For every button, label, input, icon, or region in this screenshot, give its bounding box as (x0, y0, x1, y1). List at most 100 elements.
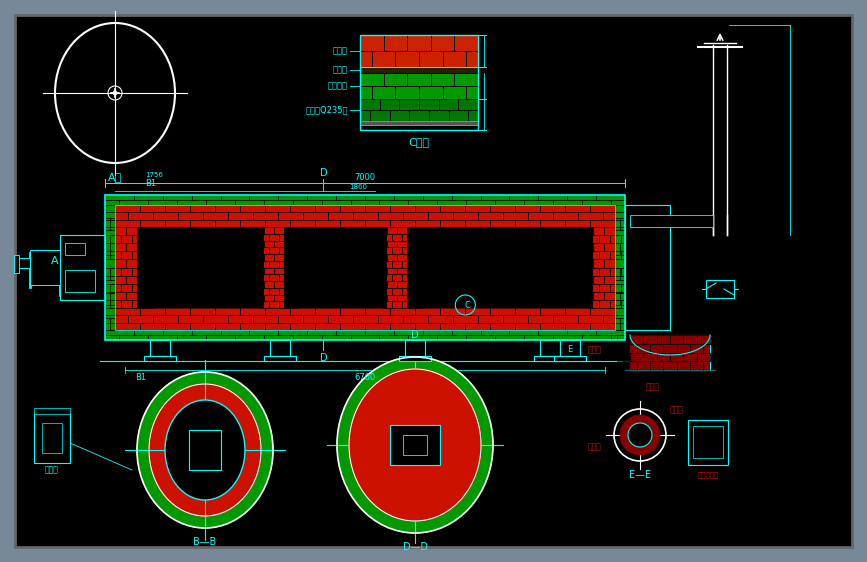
Bar (220, 195, 250, 200)
Bar (427, 315, 453, 323)
Bar (165, 220, 190, 227)
Bar (365, 220, 390, 227)
Bar (105, 195, 625, 340)
Bar (395, 86, 419, 99)
Bar (407, 227, 417, 234)
Bar (240, 220, 265, 227)
Bar (377, 241, 387, 247)
Bar (353, 212, 377, 220)
Bar (109, 251, 121, 260)
Text: B—B: B—B (193, 537, 217, 547)
Bar (365, 308, 390, 315)
Bar (177, 335, 206, 340)
Bar (623, 361, 636, 370)
Bar (90, 200, 120, 205)
Bar (615, 308, 640, 315)
Bar (490, 205, 515, 212)
Bar (452, 195, 480, 200)
Bar (137, 243, 148, 251)
Bar (408, 200, 437, 205)
Bar (264, 241, 274, 247)
Bar (620, 217, 630, 230)
Bar (515, 308, 540, 315)
Bar (397, 241, 407, 247)
Bar (264, 356, 296, 361)
Bar (278, 330, 307, 335)
Bar (503, 315, 527, 323)
Bar (279, 288, 289, 294)
Bar (540, 340, 560, 356)
Bar (553, 200, 582, 205)
Bar (630, 352, 643, 361)
Bar (616, 335, 630, 344)
Bar (190, 323, 215, 330)
Bar (274, 281, 284, 288)
Bar (630, 268, 640, 280)
Bar (120, 217, 130, 230)
Bar (137, 292, 148, 300)
Bar (466, 51, 490, 67)
Bar (656, 335, 670, 344)
Bar (269, 301, 279, 308)
Bar (610, 200, 640, 205)
Bar (577, 212, 603, 220)
Bar (415, 205, 440, 212)
Bar (340, 205, 365, 212)
Bar (165, 308, 190, 315)
Bar (76, 195, 105, 200)
Bar (582, 227, 593, 235)
Bar (254, 294, 264, 301)
Bar (620, 242, 630, 255)
Bar (110, 217, 120, 230)
Bar (387, 281, 397, 288)
Bar (390, 220, 415, 227)
Bar (392, 247, 402, 254)
Text: 测温口: 测温口 (588, 346, 602, 355)
Bar (615, 260, 626, 268)
Bar (137, 227, 148, 235)
Bar (387, 227, 407, 308)
Bar (377, 294, 387, 301)
Text: 防火孔: 防火孔 (646, 383, 660, 392)
Bar (252, 212, 277, 220)
Bar (264, 281, 274, 288)
Bar (121, 268, 132, 275)
Bar (382, 261, 392, 268)
Bar (269, 247, 279, 254)
Bar (115, 227, 137, 308)
Bar (630, 292, 640, 305)
Bar (377, 254, 387, 261)
Bar (290, 323, 315, 330)
Bar (115, 205, 615, 330)
Text: D: D (411, 330, 419, 340)
Bar (350, 335, 380, 340)
Bar (289, 234, 299, 241)
Bar (269, 234, 279, 241)
Bar (510, 195, 538, 200)
Bar (109, 235, 121, 243)
Bar (265, 323, 290, 330)
Bar (90, 335, 120, 340)
Bar (95, 255, 105, 268)
Bar (440, 308, 465, 315)
Bar (132, 284, 142, 292)
Bar (596, 195, 625, 200)
Bar (480, 195, 510, 200)
Bar (603, 315, 628, 323)
Bar (510, 330, 538, 335)
Bar (615, 280, 625, 292)
Bar (478, 212, 503, 220)
Bar (604, 292, 615, 300)
Text: B1: B1 (135, 373, 147, 382)
Bar (34, 408, 70, 414)
Bar (274, 241, 284, 247)
Bar (412, 274, 422, 281)
Bar (322, 335, 350, 340)
Bar (524, 335, 553, 340)
Bar (640, 335, 668, 340)
Bar (392, 301, 402, 308)
Bar (215, 205, 240, 212)
Bar (431, 35, 454, 51)
Text: D—D: D—D (402, 542, 427, 552)
Bar (615, 255, 625, 268)
